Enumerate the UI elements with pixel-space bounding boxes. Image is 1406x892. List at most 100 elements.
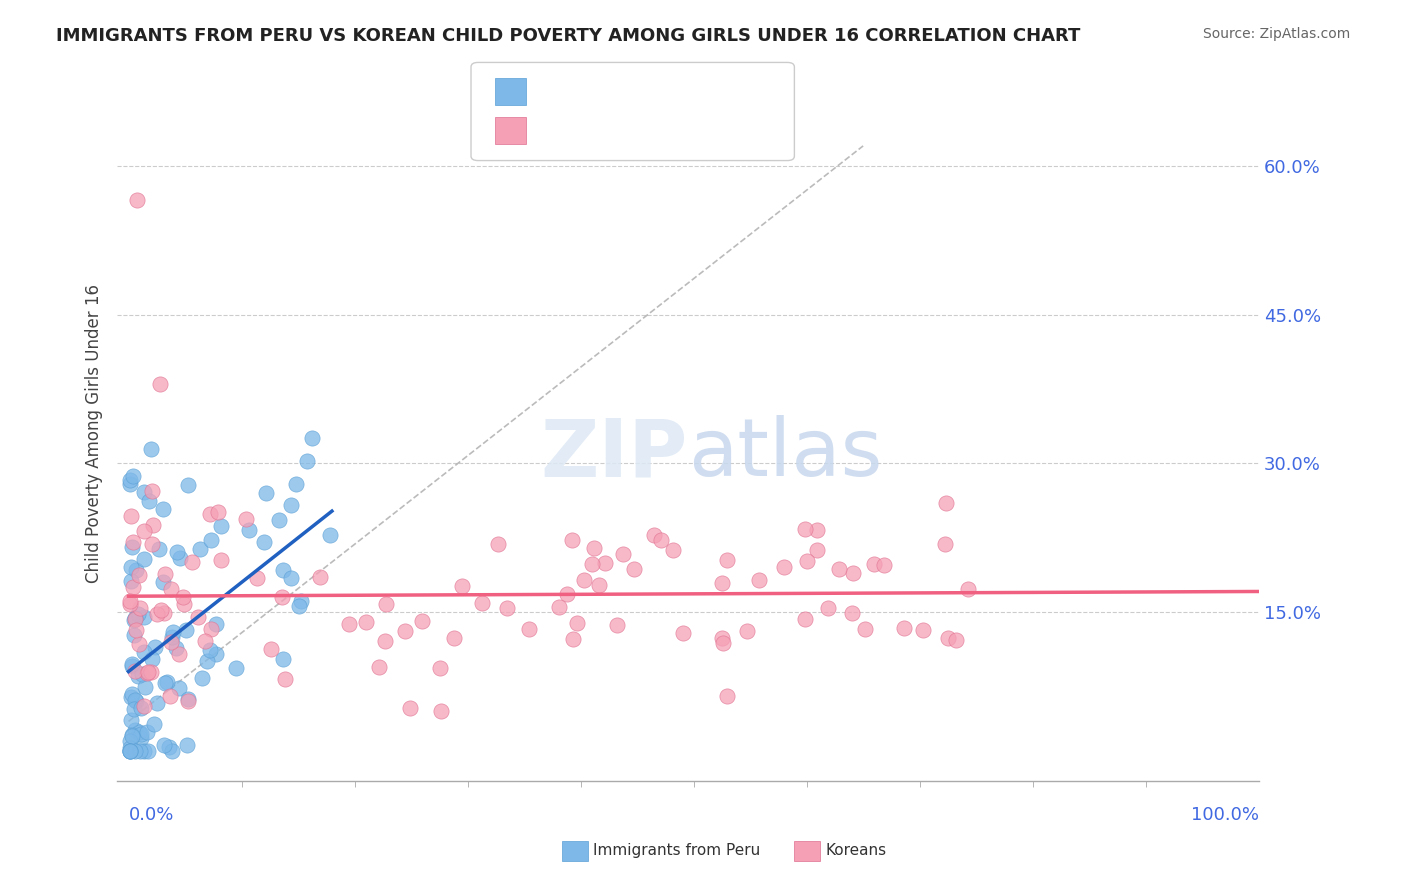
Point <box>121 540 143 554</box>
Point <box>124 693 146 707</box>
Point <box>153 738 176 752</box>
Point <box>582 541 605 555</box>
Point <box>128 636 150 650</box>
Point <box>118 473 141 487</box>
Point <box>411 614 433 628</box>
Point <box>160 635 183 649</box>
Point <box>606 618 628 632</box>
Point <box>557 587 579 601</box>
Point <box>166 545 188 559</box>
Point <box>486 537 509 551</box>
Point <box>187 610 209 624</box>
Point <box>120 744 142 758</box>
Point <box>136 665 159 679</box>
Point <box>862 557 884 571</box>
Point <box>356 615 378 630</box>
Point <box>124 613 146 627</box>
Point <box>141 537 163 551</box>
Point <box>562 632 585 646</box>
Point <box>120 744 142 758</box>
Point <box>145 697 167 711</box>
Point <box>172 590 194 604</box>
Point <box>118 740 141 755</box>
Point <box>128 601 150 615</box>
Point <box>935 495 957 509</box>
Point <box>471 596 494 610</box>
Point <box>132 524 155 538</box>
Point <box>121 729 143 743</box>
Point <box>711 635 734 649</box>
Point <box>150 603 173 617</box>
Text: 0.0%: 0.0% <box>128 805 174 823</box>
Point <box>565 615 588 630</box>
Point <box>120 574 142 588</box>
Point <box>716 553 738 567</box>
Point <box>129 727 152 741</box>
Point <box>911 624 934 638</box>
Point <box>153 606 176 620</box>
Point <box>138 493 160 508</box>
Point <box>893 621 915 635</box>
Point <box>796 554 818 568</box>
Point <box>153 675 176 690</box>
Point <box>259 642 281 657</box>
Point <box>375 597 398 611</box>
Point <box>148 542 170 557</box>
Point <box>710 631 733 645</box>
Point <box>301 431 323 445</box>
Point <box>146 607 169 621</box>
Point <box>177 692 200 706</box>
Point <box>295 453 318 467</box>
Point <box>430 704 453 718</box>
Text: IMMIGRANTS FROM PERU VS KOREAN CHILD POVERTY AMONG GIRLS UNDER 16 CORRELATION CH: IMMIGRANTS FROM PERU VS KOREAN CHILD POV… <box>56 27 1081 45</box>
Point <box>118 598 141 612</box>
Point <box>173 597 195 611</box>
Point <box>134 699 156 714</box>
Point <box>181 555 204 569</box>
Point <box>169 551 191 566</box>
Point <box>443 631 465 645</box>
Point <box>271 563 294 577</box>
Point <box>672 626 695 640</box>
Point <box>125 694 148 708</box>
Point <box>271 651 294 665</box>
Y-axis label: Child Poverty Among Girls Under 16: Child Poverty Among Girls Under 16 <box>86 285 103 583</box>
Point <box>828 562 851 576</box>
Point <box>127 669 149 683</box>
Point <box>643 528 665 542</box>
Text: ZIP: ZIP <box>541 416 688 493</box>
Text: Koreans: Koreans <box>825 844 886 858</box>
Text: 0.047: 0.047 <box>574 123 621 137</box>
Point <box>177 694 200 708</box>
Point <box>132 645 155 659</box>
Point <box>873 558 896 572</box>
Point <box>157 740 180 755</box>
Point <box>128 568 150 582</box>
Point <box>662 543 685 558</box>
Point <box>125 563 148 577</box>
Point <box>188 542 211 557</box>
Point <box>152 574 174 589</box>
Point <box>124 612 146 626</box>
Point <box>139 665 162 679</box>
Point <box>122 580 145 594</box>
Point <box>274 672 297 686</box>
Point <box>124 664 146 678</box>
Point <box>841 606 863 620</box>
Point <box>205 647 228 661</box>
Point <box>165 640 187 655</box>
Point <box>121 659 143 673</box>
Point <box>162 624 184 639</box>
Point <box>238 523 260 537</box>
Point <box>588 577 610 591</box>
Point <box>141 483 163 498</box>
Point <box>132 551 155 566</box>
Point <box>124 744 146 758</box>
Text: N =: N = <box>640 123 673 137</box>
Point <box>143 640 166 655</box>
Point <box>270 590 292 604</box>
Text: 0.302: 0.302 <box>574 85 621 99</box>
Point <box>124 723 146 737</box>
Point <box>623 562 645 576</box>
Point <box>429 661 451 675</box>
